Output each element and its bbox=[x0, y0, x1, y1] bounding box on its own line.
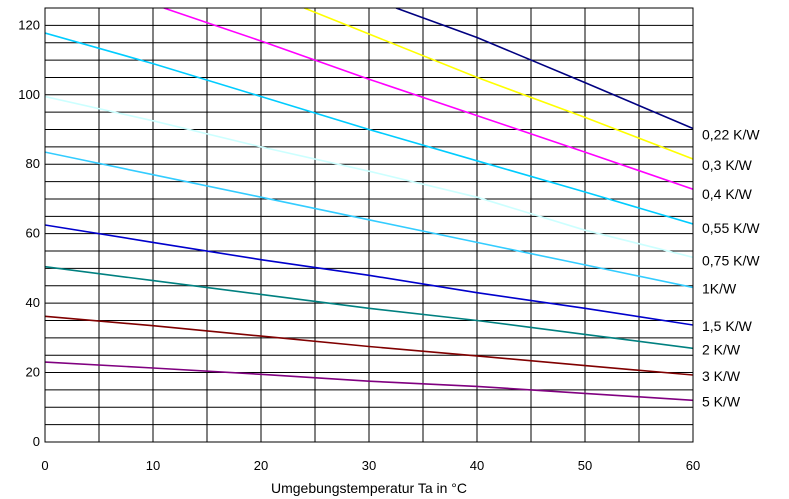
series-line bbox=[163, 8, 693, 190]
series-line bbox=[45, 315, 693, 376]
series-line bbox=[395, 8, 693, 130]
series-line bbox=[303, 8, 693, 160]
x-axis-label: Umgebungstemperatur Ta in °C bbox=[271, 480, 467, 496]
series-label: 1K/W bbox=[702, 280, 737, 296]
series-label: 0,3 K/W bbox=[702, 157, 753, 173]
y-tick-label: 120 bbox=[18, 17, 40, 32]
x-tick-label: 0 bbox=[41, 458, 48, 473]
series-label: 3 K/W bbox=[702, 368, 741, 384]
y-axis-ticks: 0 20 40 60 80 100 120 bbox=[18, 17, 40, 449]
y-tick-label: 80 bbox=[26, 156, 40, 171]
chart-series bbox=[45, 8, 693, 402]
x-tick-label: 20 bbox=[254, 458, 268, 473]
y-tick-label: 20 bbox=[26, 365, 40, 380]
series-line bbox=[45, 265, 693, 350]
series-label: 2 K/W bbox=[702, 341, 741, 357]
series-label: 0,75 K/W bbox=[702, 252, 760, 268]
series-line bbox=[45, 361, 693, 402]
series-label: 5 K/W bbox=[702, 393, 741, 409]
y-tick-label: 60 bbox=[26, 226, 40, 241]
y-tick-label: 100 bbox=[18, 87, 40, 102]
series-line bbox=[45, 32, 693, 225]
series-label: 0,22 K/W bbox=[702, 126, 760, 142]
series-line bbox=[45, 224, 693, 326]
x-tick-label: 60 bbox=[686, 458, 700, 473]
y-tick-label: 40 bbox=[26, 295, 40, 310]
x-tick-label: 40 bbox=[470, 458, 484, 473]
plot-frame bbox=[44, 7, 694, 443]
y-tick-label: 0 bbox=[33, 434, 40, 449]
series-label: 0,55 K/W bbox=[702, 220, 760, 236]
series-label: 1,5 K/W bbox=[702, 318, 753, 334]
x-tick-label: 10 bbox=[146, 458, 160, 473]
series-line bbox=[45, 151, 693, 289]
x-tick-label: 50 bbox=[578, 458, 592, 473]
chart-grid bbox=[45, 8, 693, 442]
x-axis-ticks: 0 10 20 30 40 50 60 bbox=[41, 458, 700, 473]
x-tick-label: 30 bbox=[362, 458, 376, 473]
series-labels: 0,22 K/W 0,3 K/W 0,4 K/W 0,55 K/W 0,75 K/W 1K… bbox=[702, 126, 760, 409]
series-line bbox=[45, 95, 693, 259]
series-label: 0,4 K/W bbox=[702, 186, 753, 202]
